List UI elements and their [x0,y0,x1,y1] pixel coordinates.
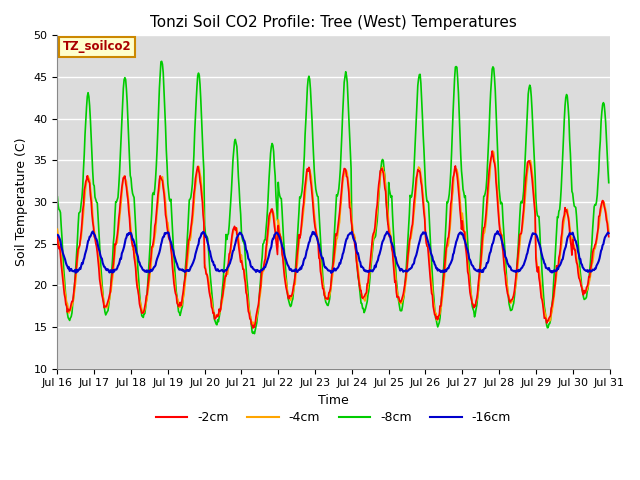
X-axis label: Time: Time [318,394,349,407]
Legend: -2cm, -4cm, -8cm, -16cm: -2cm, -4cm, -8cm, -16cm [151,406,516,429]
Text: TZ_soilco2: TZ_soilco2 [63,40,132,53]
Y-axis label: Soil Temperature (C): Soil Temperature (C) [15,138,28,266]
Title: Tonzi Soil CO2 Profile: Tree (West) Temperatures: Tonzi Soil CO2 Profile: Tree (West) Temp… [150,15,517,30]
